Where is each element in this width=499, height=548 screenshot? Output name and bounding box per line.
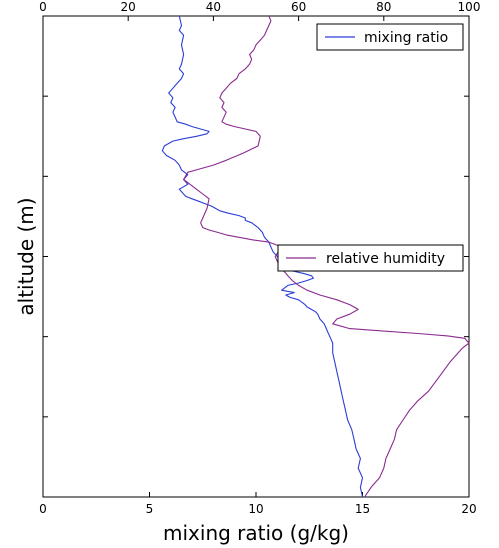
mixing-ratio-line <box>161 15 364 498</box>
bottom-tick-label: 20 <box>461 502 476 516</box>
bottom-axis: 0 5 10 15 20 <box>39 492 477 516</box>
legend-label: relative humidity <box>326 251 445 267</box>
y-axis-title: altitude (m) <box>14 197 38 315</box>
series-layer <box>161 15 470 498</box>
bottom-tick-label: 5 <box>146 502 154 516</box>
top-tick-label: 80 <box>376 0 391 14</box>
top-axis: 0 20 40 60 80 100 <box>39 0 480 21</box>
top-tick-label: 40 <box>206 0 221 14</box>
legend-layer: mixing ratio relative humidity <box>277 23 464 272</box>
bottom-tick-label: 10 <box>248 502 263 516</box>
bottom-tick-label: 15 <box>355 502 370 516</box>
top-tick-label: 0 <box>39 0 47 14</box>
top-tick-label: 20 <box>121 0 136 14</box>
top-tick-label: 60 <box>291 0 306 14</box>
legend-label: mixing ratio <box>364 30 448 46</box>
bottom-tick-label: 0 <box>39 502 47 516</box>
top-tick-label: 100 <box>458 0 481 14</box>
x-axis-title: mixing ratio (g/kg) <box>163 521 349 545</box>
y-axis <box>43 95 469 418</box>
relative-humidity-line <box>183 15 470 498</box>
